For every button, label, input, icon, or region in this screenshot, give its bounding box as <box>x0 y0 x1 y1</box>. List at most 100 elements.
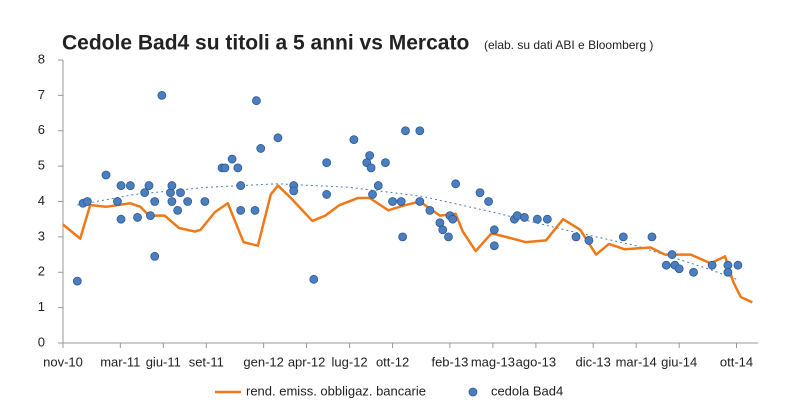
y-tick-label: 0 <box>38 334 45 349</box>
x-tick-label: lug-12 <box>332 354 368 369</box>
point <box>236 181 246 190</box>
point <box>444 232 453 242</box>
point <box>146 211 155 221</box>
point <box>220 163 230 173</box>
x-tick-label: mar-11 <box>100 354 140 369</box>
point <box>349 135 359 144</box>
y-tick-label: 4 <box>38 193 45 208</box>
point <box>150 251 160 261</box>
x-tick-label: nov-10 <box>43 354 83 369</box>
point <box>200 197 210 206</box>
x-tick-label: mag-13 <box>471 354 515 369</box>
x-tick-label: apr-12 <box>288 354 326 369</box>
chart-subtitle: (elab. su dati ABI e Bloomberg ) <box>484 38 653 52</box>
point <box>176 188 185 198</box>
point <box>520 213 529 222</box>
legend-label: rend. emiss. obbligaz. bancarie <box>246 383 426 398</box>
point <box>415 126 425 136</box>
y-tick-label: 1 <box>38 299 45 314</box>
point <box>227 154 237 164</box>
point <box>425 205 435 215</box>
x-tick-label: ott-12 <box>376 354 409 369</box>
point <box>183 197 193 206</box>
point <box>125 181 135 190</box>
point <box>366 163 376 173</box>
point <box>116 181 126 190</box>
x-tick-label: set-11 <box>189 354 224 369</box>
point <box>233 163 243 173</box>
x-tick-label: giu-14 <box>661 354 697 369</box>
point <box>368 190 377 199</box>
point <box>256 144 266 153</box>
point <box>72 276 82 286</box>
point <box>309 274 319 284</box>
point <box>116 214 126 224</box>
point <box>618 232 628 242</box>
point <box>388 197 397 206</box>
x-tick-label: giu-11 <box>146 354 181 369</box>
point <box>542 214 552 224</box>
point <box>484 197 493 206</box>
point <box>451 179 461 189</box>
line <box>62 184 753 304</box>
point <box>167 181 177 190</box>
point <box>113 197 122 206</box>
point <box>167 197 177 206</box>
y-tick-label: 7 <box>38 87 45 102</box>
point <box>236 205 246 215</box>
point <box>322 158 332 167</box>
point <box>532 214 542 224</box>
point <box>723 267 733 277</box>
point <box>289 186 299 196</box>
x-tick-label: gen-12 <box>243 354 283 369</box>
point <box>584 236 594 245</box>
point <box>166 188 175 198</box>
point <box>82 197 92 206</box>
point <box>140 188 150 198</box>
y-tick-label: 8 <box>38 51 45 66</box>
point <box>733 260 743 270</box>
point <box>373 181 383 190</box>
chart-title: Cedole Bad4 su titoli a 5 anni vs Mercat… <box>62 32 469 55</box>
point <box>133 213 142 222</box>
point <box>489 225 499 235</box>
point <box>365 151 375 160</box>
point <box>396 197 406 206</box>
y-tick-label: 3 <box>38 228 45 243</box>
point <box>150 197 160 206</box>
point <box>689 267 698 277</box>
point <box>398 232 408 242</box>
point <box>512 211 522 221</box>
y-tick-label: 6 <box>38 122 45 137</box>
point <box>252 96 261 106</box>
point <box>322 190 332 199</box>
x-tick-label: feb-13 <box>431 354 468 369</box>
point <box>475 188 485 198</box>
point <box>144 181 154 190</box>
point <box>273 133 283 143</box>
x-tick-label: mar-14 <box>616 354 657 369</box>
y-tick-label: 2 <box>38 264 45 279</box>
point <box>667 250 677 259</box>
x-tick-label: ago-13 <box>516 354 556 369</box>
point <box>647 232 657 242</box>
y-tick-label: 5 <box>38 158 45 173</box>
point <box>448 214 458 224</box>
point <box>381 158 390 167</box>
point <box>438 225 448 235</box>
point <box>674 264 684 274</box>
point <box>157 90 167 100</box>
point <box>173 205 183 215</box>
point <box>101 170 111 180</box>
legend-swatch <box>468 387 478 397</box>
point <box>401 126 410 136</box>
point <box>250 205 260 215</box>
legend-label: cedola Bad4 <box>491 383 563 398</box>
point <box>661 260 671 270</box>
point <box>415 197 425 206</box>
point <box>571 232 581 242</box>
point <box>489 241 499 251</box>
point <box>707 260 717 270</box>
